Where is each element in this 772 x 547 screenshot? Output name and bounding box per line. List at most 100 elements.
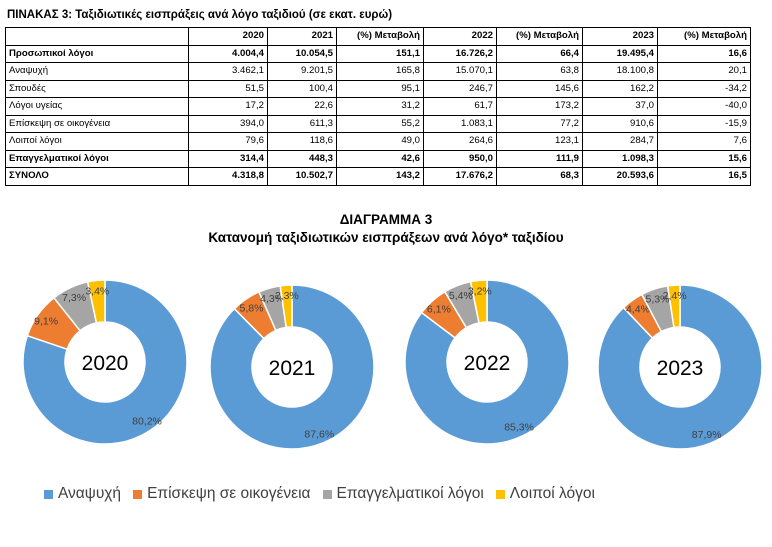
donut-slice: [22, 280, 188, 445]
table-cell: 22,6: [267, 97, 337, 116]
column-header: (%) Μεταβολή: [657, 27, 751, 46]
table-row: Σπουδές 51,5 100,4 95,1 246,7 145,6 162,2 -34,2: [5, 79, 751, 98]
row-label: Επίσκεψη σε οικογένεια: [5, 114, 189, 133]
table-cell: 448,3: [267, 149, 337, 168]
legend-label: Λοιποί λόγοι: [509, 485, 595, 502]
row-label: Λοιποί λόγοι: [5, 132, 189, 151]
table-cell: 10.502,7: [267, 167, 337, 186]
legend-item: Επίσκεψη σε οικογένεια: [133, 485, 311, 503]
chart-title: ΔΙΑΓΡΑΜΜΑ 3: [339, 212, 433, 227]
table-row: ΣΥΝΟΛΟ 4.318,8 10.502,7 143,2 17.676,2 68,3 20…: [5, 167, 751, 186]
table-cell: 16,6: [657, 44, 751, 63]
donut-slice: [86, 280, 106, 324]
year-label: 2021: [269, 357, 316, 380]
table-cell: 118,6: [267, 132, 337, 151]
table-row: Προσωπικοί λόγοι 4.004,4 10.054,5 151,1 16.7…: [5, 44, 751, 63]
table-cell: 49,0: [336, 132, 424, 151]
column-header: 2023: [582, 27, 658, 46]
table-row: Αναψυχή 3.462,1 9.201,5 165,8 15.070,1 63,8 18…: [5, 62, 751, 81]
table-cell: 18.100,8: [582, 62, 658, 81]
row-label: Επαγγελματικοί λόγοι: [5, 149, 189, 168]
table-row: Λόγοι υγείας 17,2 22,6 31,2 61,7 173,2 37,0 -40…: [5, 97, 751, 116]
legend-item: Λοιποί λόγοι: [495, 485, 595, 503]
donut-2023: 87,9% 4,4%5,3%2,4% 2023: [597, 284, 763, 450]
table-cell: 111,9: [496, 149, 583, 168]
table-row: Επαγγελματικοί λόγοι 314,4 448,3 42,6 950,0 1…: [5, 149, 751, 168]
table-cell: 7,6: [657, 132, 751, 151]
row-label: Λόγοι υγείας: [5, 97, 189, 116]
table-cell: 10.054,5: [267, 44, 337, 63]
table-cell: 55,2: [336, 114, 424, 133]
column-header: 2020: [188, 27, 268, 46]
donut-2020: 80,2% 9,1% 7,3%3,4% 2020: [22, 280, 188, 445]
table-cell: 20.593,6: [582, 167, 658, 186]
table-cell: 77,2: [496, 114, 583, 133]
legend-label: Επαγγελματικοί λόγοι: [336, 485, 484, 502]
row-label: Αναψυχή: [5, 62, 189, 81]
table-cell: 162,2: [582, 79, 658, 98]
table-cell: 145,6: [496, 79, 583, 98]
year-label: 2022: [464, 352, 511, 375]
data-label: 5,3%: [646, 294, 670, 306]
table-cell: 173,2: [496, 97, 583, 116]
table-cell: 950,0: [423, 149, 497, 168]
legend-label: Επίσκεψη σε οικογένεια: [147, 485, 311, 502]
table-cell: 20,1: [657, 62, 751, 81]
table-header-row: 2020 2021 (%) Μεταβολή 2022 (%) Μεταβολή 2023…: [5, 27, 751, 46]
row-label: ΣΥΝΟΛΟ: [5, 167, 189, 186]
data-label: 3,4%: [85, 285, 109, 297]
table-cell: 143,2: [336, 167, 424, 186]
table-cell: -40,0: [657, 97, 751, 116]
data-label: 5,4%: [449, 290, 473, 302]
column-header: (%) Μεταβολή: [336, 27, 424, 46]
data-label: 87,6%: [304, 429, 334, 441]
data-label: 80,2%: [132, 416, 162, 428]
table-row: Λοιποί λόγοι 79,6 118,6 49,0 264,6 123,1 284,7…: [5, 132, 751, 151]
table-cell: 165,8: [336, 62, 424, 81]
receipts-table: 2020 2021 (%) Μεταβολή 2022 (%) Μεταβολή 2023…: [5, 27, 751, 186]
table-cell: 79,6: [188, 132, 268, 151]
chart-legend: Αναψυχή Επίσκεψη σε οικογένεια Επαγγελματι…: [44, 484, 607, 504]
legend-swatch: [495, 489, 505, 499]
table-cell: 1.083,1: [423, 114, 497, 133]
donut-slice: [279, 284, 293, 329]
table-cell: 246,7: [423, 79, 497, 98]
table-cell: 16.726,2: [423, 44, 497, 63]
column-header: [5, 27, 189, 46]
row-label: Προσωπικοί λόγοι: [5, 44, 189, 63]
table-cell: 151,1: [336, 44, 424, 63]
table-cell: 66,4: [496, 44, 583, 63]
table-cell: 63,8: [496, 62, 583, 81]
donut-slice: [404, 280, 570, 445]
table-cell: 68,3: [496, 167, 583, 186]
table-cell: 17,2: [188, 97, 268, 116]
table-cell: 123,1: [496, 132, 583, 151]
legend-swatch: [322, 489, 332, 499]
table-cell: 95,1: [336, 79, 424, 98]
table-cell: 37,0: [582, 97, 658, 116]
row-label: Σπουδές: [5, 79, 189, 98]
donut-slice: [469, 280, 488, 324]
table-cell: 15,6: [657, 149, 751, 168]
chart-subtitle: Κατανομή ταξιδιωτικών εισπράξεων ανά λόγ…: [208, 230, 564, 245]
data-label: 9,1%: [34, 316, 58, 328]
data-label: 6,1%: [427, 303, 451, 315]
data-label: 87,9%: [692, 429, 722, 441]
legend-swatch: [133, 489, 143, 499]
table-cell: 4.004,4: [188, 44, 268, 63]
legend-item: Αναψυχή: [44, 485, 121, 503]
column-header: (%) Μεταβολή: [496, 27, 583, 46]
data-label: 85,3%: [504, 422, 534, 434]
year-label: 2023: [657, 357, 704, 380]
table-cell: 100,4: [267, 79, 337, 98]
legend-item: Επαγγελματικοί λόγοι: [322, 485, 484, 503]
table-row: Επίσκεψη σε οικογένεια 394,0 611,3 55,2 1.08…: [5, 114, 751, 133]
column-header: 2021: [267, 27, 337, 46]
legend-label: Αναψυχή: [58, 485, 122, 502]
donut-2021: 87,6% 5,8%4,3%2,3% 2021: [209, 284, 375, 450]
table-cell: 19.495,4: [582, 44, 658, 63]
table-cell: 16,5: [657, 167, 751, 186]
table-cell: 9.201,5: [267, 62, 337, 81]
table-cell: 314,4: [188, 149, 268, 168]
table-cell: 15.070,1: [423, 62, 497, 81]
